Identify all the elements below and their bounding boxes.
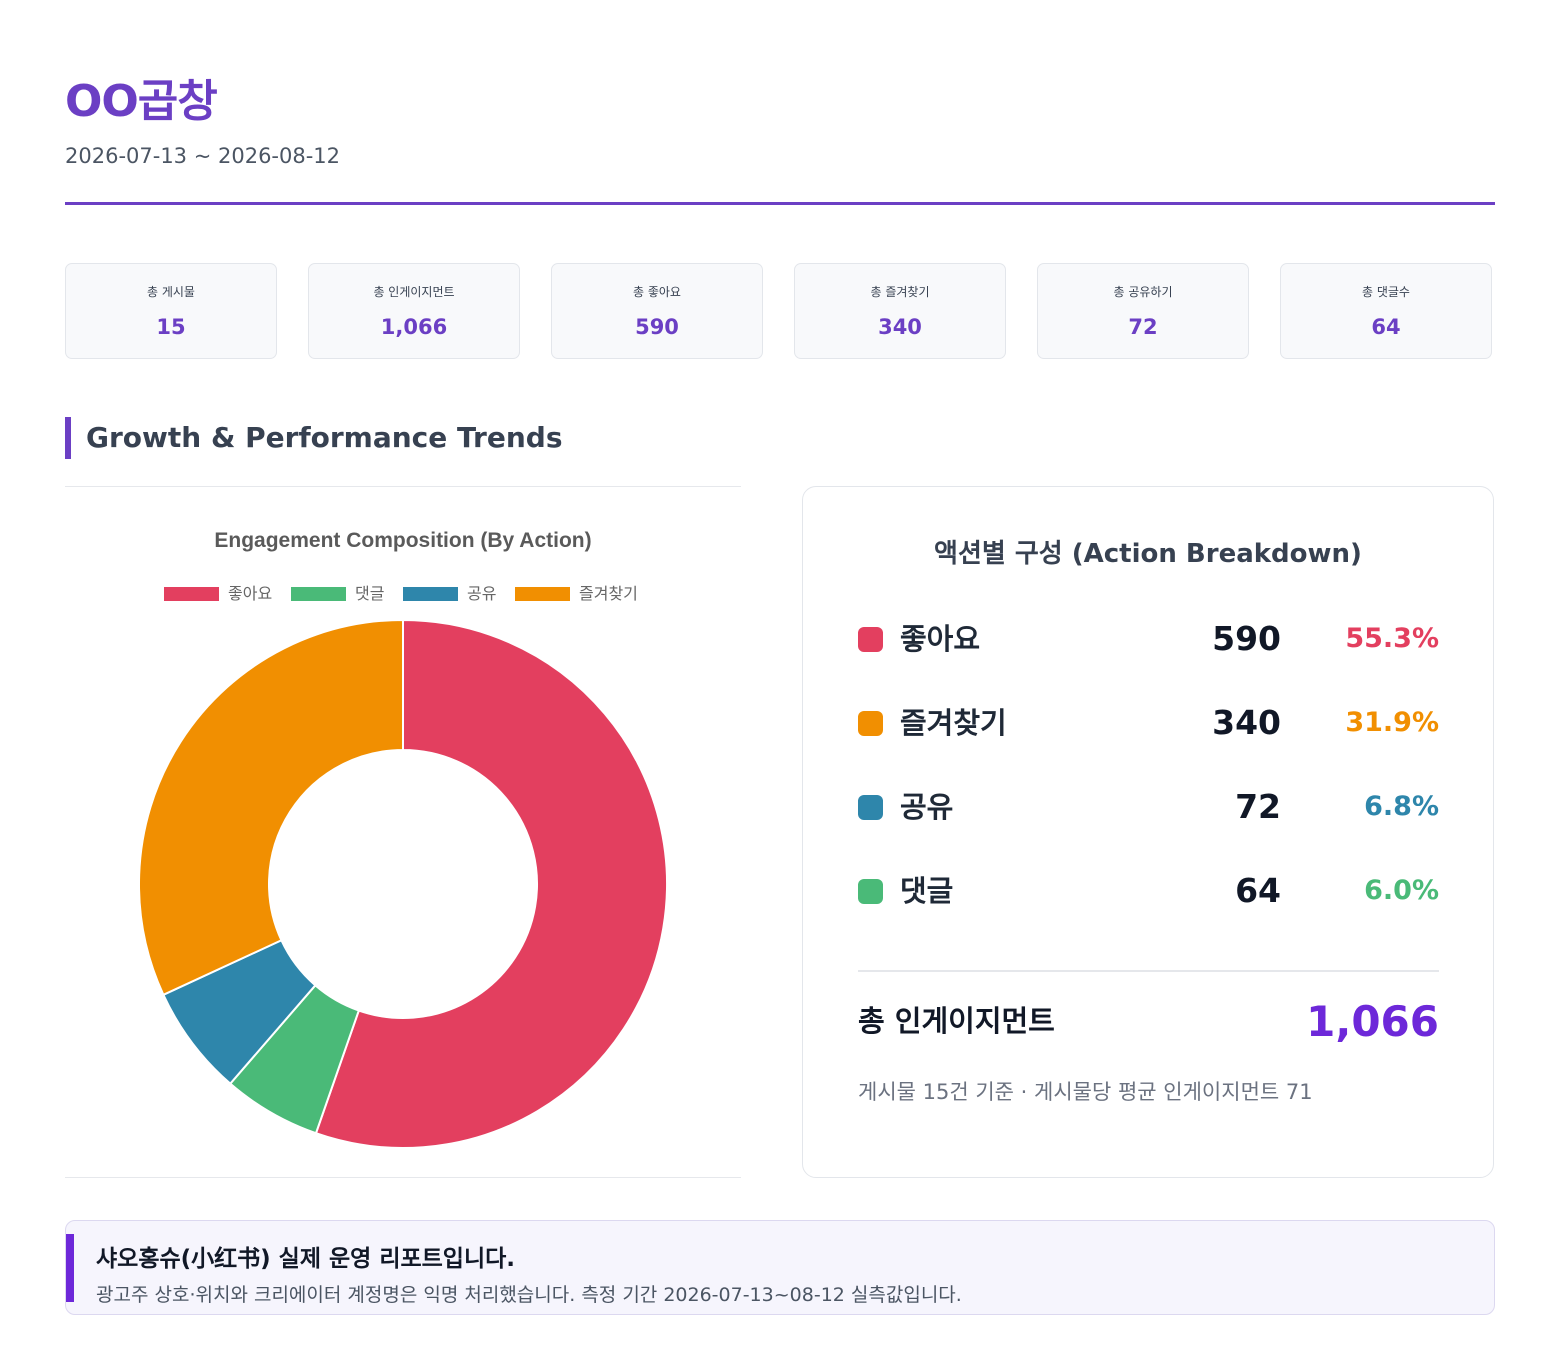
breakdown-note: 게시물 15건 기준 · 게시물당 평균 인게이지먼트 71 <box>858 1080 1313 1104</box>
breakdown-label: 좋아요 <box>900 622 981 656</box>
stat-label: 총 좋아요 <box>633 285 681 299</box>
legend-label: 공유 <box>467 584 497 603</box>
section-title: Growth & Performance Trends <box>65 417 562 459</box>
stat-card-posts: 총 게시물 15 <box>65 263 277 359</box>
stat-card-favorites: 총 즐겨찾기 340 <box>794 263 1006 359</box>
stat-value: 590 <box>635 315 679 339</box>
breakdown-row-comments: 댓글 64 6.0% <box>858 871 1439 911</box>
breakdown-row-likes: 좋아요 590 55.3% <box>858 619 1439 659</box>
stat-card-comments: 총 댓글수 64 <box>1280 263 1492 359</box>
breakdown-percent: 6.8% <box>1364 791 1439 822</box>
donut-slice-0[interactable] <box>314 618 668 1149</box>
stat-value: 340 <box>878 315 922 339</box>
breakdown-label: 공유 <box>900 790 954 824</box>
engagement-chart-panel: Engagement Composition (By Action) 좋아요 댓… <box>65 486 741 1178</box>
breakdown-count: 590 <box>1212 619 1281 658</box>
legend-label: 즐겨찾기 <box>579 584 638 603</box>
chart-title: Engagement Composition (By Action) <box>214 529 592 552</box>
donut-chart <box>138 618 668 1149</box>
stat-value: 15 <box>156 315 186 339</box>
color-dot <box>858 711 883 736</box>
stat-value: 1,066 <box>380 315 448 339</box>
breakdown-label: 즐겨찾기 <box>900 706 1007 740</box>
stat-label: 총 인게이지먼트 <box>373 285 455 299</box>
stat-value: 64 <box>1371 315 1401 339</box>
notice-text: 광고주 상호·위치와 크리에이터 계정명은 익명 처리했습니다. 측정 기간 2… <box>96 1284 962 1306</box>
stat-label: 총 즐겨찾기 <box>870 285 930 299</box>
report-notice: 샤오홍슈(小红书) 실제 운영 리포트입니다. 광고주 상호·위치와 크리에이터… <box>65 1220 1495 1315</box>
color-dot <box>858 879 883 904</box>
breakdown-row-shares: 공유 72 6.8% <box>858 787 1439 827</box>
stat-label: 총 게시물 <box>147 285 195 299</box>
header-divider <box>65 202 1495 205</box>
legend-swatch <box>515 587 570 601</box>
page-title: OO곱창 <box>65 76 218 127</box>
breakdown-percent: 6.0% <box>1364 875 1439 906</box>
stat-card-likes: 총 좋아요 590 <box>551 263 763 359</box>
legend-swatch <box>403 587 458 601</box>
total-engagement-label: 총 인게이지먼트 <box>858 1004 1055 1038</box>
chart-legend: 좋아요 댓글 공유 즐겨찾기 <box>65 583 741 605</box>
breakdown-percent: 55.3% <box>1345 623 1439 654</box>
report-header: OO곱창 2026-07-13 ~ 2026-08-12 <box>65 72 1495 170</box>
stat-value: 72 <box>1128 315 1158 339</box>
breakdown-title: 액션별 구성 (Action Breakdown) <box>934 539 1362 569</box>
stat-label: 총 공유하기 <box>1113 285 1173 299</box>
report-period: 2026-07-13 ~ 2026-08-12 <box>65 144 341 168</box>
stats-row: 총 게시물 15 총 인게이지먼트 1,066 총 좋아요 590 총 즐겨찾기… <box>65 263 1495 359</box>
donut-slice-3[interactable] <box>138 618 404 997</box>
stat-card-engagement: 총 인게이지먼트 1,066 <box>308 263 520 359</box>
breakdown-divider <box>858 970 1439 972</box>
legend-swatch <box>164 587 219 601</box>
stat-label: 총 댓글수 <box>1362 285 1410 299</box>
stat-card-shares: 총 공유하기 72 <box>1037 263 1249 359</box>
legend-label: 좋아요 <box>228 584 273 603</box>
breakdown-count: 340 <box>1212 703 1281 742</box>
breakdown-percent: 31.9% <box>1345 707 1439 738</box>
breakdown-count: 64 <box>1235 871 1281 910</box>
color-dot <box>858 795 883 820</box>
action-breakdown-card: 액션별 구성 (Action Breakdown) 좋아요 590 55.3% … <box>802 486 1494 1178</box>
notice-accent-bar <box>66 1234 74 1302</box>
breakdown-label: 댓글 <box>900 874 954 908</box>
breakdown-count: 72 <box>1235 787 1281 826</box>
breakdown-row-favorites: 즐겨찾기 340 31.9% <box>858 703 1439 743</box>
notice-title: 샤오홍슈(小红书) 실제 운영 리포트입니다. <box>96 1246 516 1272</box>
legend-label: 댓글 <box>355 584 385 603</box>
color-dot <box>858 627 883 652</box>
total-engagement-value: 1,066 <box>1306 997 1439 1046</box>
legend-swatch <box>291 587 346 601</box>
